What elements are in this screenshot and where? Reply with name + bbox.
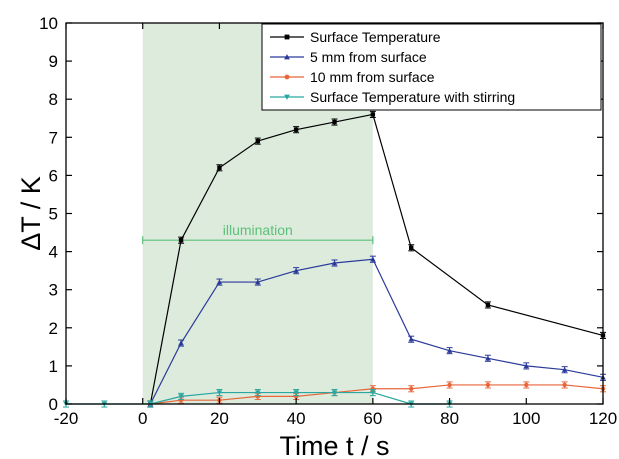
data-point [178, 340, 184, 346]
data-point [409, 386, 414, 391]
y-tick-label: 9 [49, 52, 58, 71]
data-point [370, 390, 376, 396]
data-point [331, 390, 338, 396]
y-tick-label: 5 [49, 205, 58, 224]
y-tick-label: 10 [39, 14, 58, 33]
x-tick-label: 20 [210, 409, 229, 428]
x-tick-label: 0 [138, 409, 147, 428]
y-tick-label: 3 [49, 281, 58, 300]
legend-marker [284, 54, 290, 60]
data-point [178, 237, 184, 243]
legend-box [261, 23, 602, 111]
legend-marker [284, 74, 290, 80]
y-tick-label: 8 [49, 90, 58, 109]
x-axis-title: Time t / s [279, 431, 389, 459]
data-point [524, 382, 529, 388]
data-point [447, 382, 452, 388]
data-point [293, 127, 299, 132]
legend-label: 10 mm from surface [310, 69, 435, 85]
y-tick-label: 6 [49, 166, 58, 185]
y-tick-label: 4 [49, 243, 58, 262]
data-point [178, 394, 184, 400]
x-tick-label: 60 [363, 409, 382, 428]
data-point [216, 279, 223, 285]
legend: Surface Temperature 5 mm from surface 10 m… [261, 23, 602, 111]
data-point [217, 165, 222, 170]
x-tick-label: 120 [589, 409, 617, 428]
data-point [331, 260, 338, 266]
data-point [293, 390, 299, 396]
y-tick-label: 2 [49, 319, 58, 338]
data-point [408, 336, 414, 342]
y-axis-title: ΔT / K [16, 176, 46, 251]
x-tick-label: 80 [440, 409, 459, 428]
series-line [149, 113, 604, 405]
data-point [409, 245, 414, 250]
legend-label: Surface Temperature with stirring [310, 89, 515, 105]
legend-label: Surface Temperature [310, 29, 441, 45]
data-point [255, 279, 261, 285]
data-point [370, 256, 376, 262]
y-tick-label: 1 [49, 357, 58, 376]
data-point [255, 390, 261, 396]
data-point [561, 367, 568, 372]
data-point [370, 112, 376, 117]
data-point [255, 138, 260, 144]
legend-marker [284, 94, 290, 100]
data-point [562, 382, 567, 388]
x-tick-label: 40 [287, 409, 306, 428]
data-point [446, 347, 453, 353]
y-tick-label: 7 [49, 128, 58, 147]
x-tick-label: -20 [54, 409, 79, 428]
data-point [332, 119, 337, 125]
data-point [216, 390, 223, 396]
data-point [485, 355, 491, 361]
illumination-label: illumination [223, 222, 293, 238]
y-tick-label: 0 [49, 395, 58, 414]
legend-label: 5 mm from surface [310, 49, 427, 65]
data-point [523, 363, 529, 369]
legend-marker [284, 34, 290, 40]
data-point [485, 382, 491, 388]
data-point [485, 302, 491, 308]
data-point [293, 267, 299, 273]
x-tick-label: 100 [512, 409, 540, 428]
